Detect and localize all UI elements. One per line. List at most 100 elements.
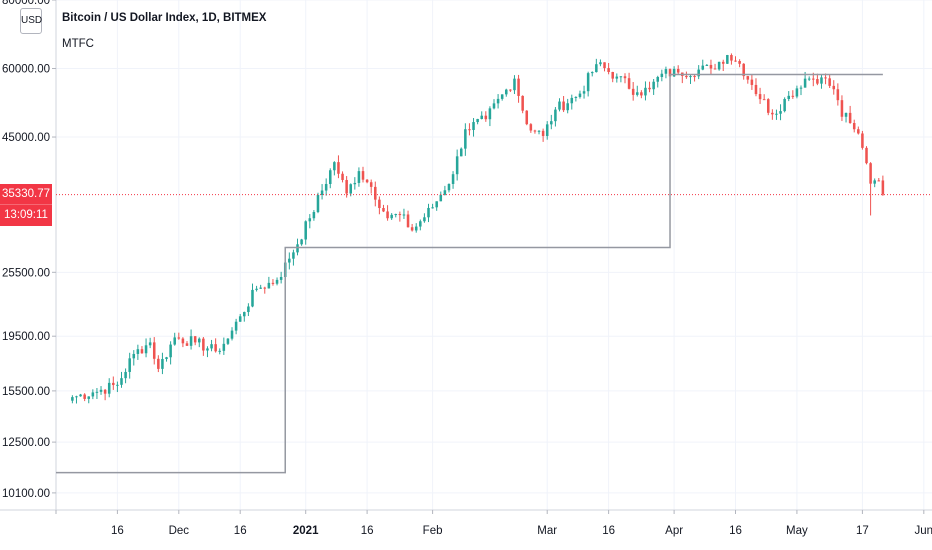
candle-body[interactable] [533,130,537,132]
candle-body[interactable] [251,289,254,307]
candle-body[interactable] [202,338,205,351]
candle-body[interactable] [394,214,398,216]
candle-body[interactable] [664,69,668,74]
candle-body[interactable] [410,227,414,231]
candle-body[interactable] [328,170,332,184]
candle-body[interactable] [112,382,115,386]
candle-body[interactable] [848,112,852,124]
candle-body[interactable] [353,182,357,185]
candle-body[interactable] [562,101,565,111]
candle-body[interactable] [238,316,242,322]
candle-body[interactable] [865,147,868,164]
candle-body[interactable] [316,195,320,213]
candle-body[interactable] [91,392,95,397]
candle-body[interactable] [762,99,766,101]
candle-body[interactable] [398,214,402,216]
candle-body[interactable] [492,103,496,109]
candle-body[interactable] [459,148,463,157]
candle-body[interactable] [500,94,504,99]
candle-body[interactable] [676,68,680,73]
candle-body[interactable] [484,115,488,120]
candle-body[interactable] [99,389,103,392]
candle-body[interactable] [222,343,226,351]
candle-body[interactable] [660,73,664,78]
candle-body[interactable] [791,95,795,97]
candle-body[interactable] [799,87,803,89]
candle-body[interactable] [566,103,569,111]
candle-body[interactable] [157,358,160,369]
currency-label[interactable]: USD [20,8,42,34]
candle-body[interactable] [828,78,831,86]
candle-body[interactable] [705,64,709,66]
candle-body[interactable] [181,338,185,344]
candle-body[interactable] [509,89,512,91]
candle-body[interactable] [734,60,737,62]
candle-body[interactable] [603,62,606,69]
candle-body[interactable] [820,77,823,84]
candle-body[interactable] [685,75,688,78]
candle-body[interactable] [693,76,696,78]
candle-body[interactable] [345,179,348,194]
candle-body[interactable] [570,97,574,104]
candle-body[interactable] [271,282,275,284]
candle-body[interactable] [210,344,213,349]
candle-body[interactable] [640,92,643,96]
candle-body[interactable] [689,76,692,78]
candle-body[interactable] [439,194,443,202]
candle-body[interactable] [836,89,840,101]
candle-body[interactable] [140,349,144,354]
candle-body[interactable] [414,226,418,231]
candle-body[interactable] [672,68,676,77]
candle-body[interactable] [586,73,590,92]
candle-body[interactable] [419,221,422,227]
candle-body[interactable] [840,100,844,117]
candle-body[interactable] [505,89,508,95]
candle-body[interactable] [447,183,451,191]
candle-body[interactable] [165,357,168,359]
candle-body[interactable] [595,64,598,73]
candle-body[interactable] [697,69,700,77]
candle-body[interactable] [402,214,406,216]
candle-body[interactable] [116,384,119,386]
candle-body[interactable] [218,350,222,352]
candle-body[interactable] [214,344,217,352]
candle-body[interactable] [578,93,582,97]
candle-body[interactable] [779,111,782,114]
candle-body[interactable] [746,76,750,80]
candle-body[interactable] [267,282,271,289]
candle-body[interactable] [185,343,189,346]
candle-body[interactable] [431,207,434,209]
candle-body[interactable] [243,312,246,317]
candle-body[interactable] [177,337,181,339]
candle-body[interactable] [721,61,725,64]
candle-body[interactable] [275,279,279,284]
candle-body[interactable] [627,78,631,89]
candle-body[interactable] [443,190,447,195]
candle-body[interactable] [766,99,770,113]
candle-body[interactable] [279,276,283,280]
candle-body[interactable] [169,344,172,358]
candle-body[interactable] [189,336,193,346]
candle-body[interactable] [550,121,553,125]
candle-body[interactable] [423,217,426,222]
candle-body[interactable] [803,78,807,88]
candle-body[interactable] [574,96,578,98]
candle-body[interactable] [717,61,721,70]
candle-body[interactable] [136,349,140,354]
candle-body[interactable] [324,183,328,191]
candle-body[interactable] [312,212,316,219]
candle-body[interactable] [615,76,619,79]
candle-body[interactable] [369,182,373,187]
candle-body[interactable] [341,173,344,180]
candle-body[interactable] [198,338,201,343]
candle-body[interactable] [644,87,647,96]
candle-body[interactable] [365,179,369,183]
candle-body[interactable] [107,382,111,394]
candle-body[interactable] [648,87,651,90]
candle-body[interactable] [320,190,324,196]
candle-body[interactable] [623,76,627,79]
candle-body[interactable] [541,130,545,136]
candle-body[interactable] [451,174,455,184]
candle-body[interactable] [386,211,389,219]
